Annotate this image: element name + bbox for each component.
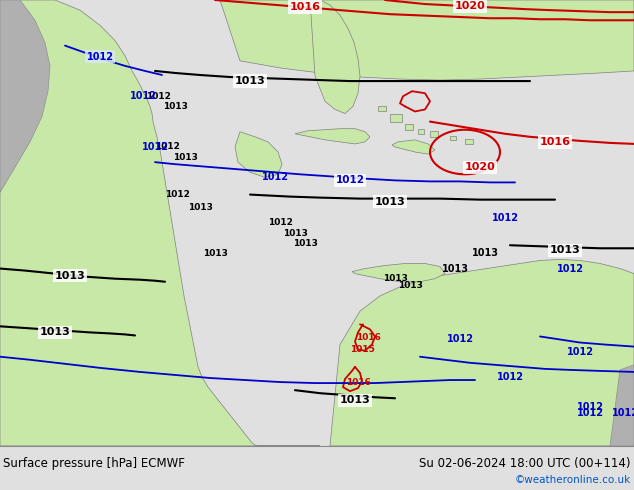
Polygon shape <box>610 365 634 446</box>
Polygon shape <box>390 114 402 122</box>
Text: 1013: 1013 <box>39 327 70 338</box>
Text: 1012: 1012 <box>165 190 190 199</box>
Polygon shape <box>465 139 473 144</box>
Polygon shape <box>450 136 456 140</box>
Polygon shape <box>295 129 370 144</box>
Text: 1012: 1012 <box>496 372 524 382</box>
Text: 1013: 1013 <box>398 281 422 290</box>
Text: 1016: 1016 <box>290 2 321 12</box>
Text: 1012: 1012 <box>491 213 519 223</box>
Polygon shape <box>0 0 320 446</box>
Text: 1013: 1013 <box>382 274 408 283</box>
Text: 1020: 1020 <box>455 1 486 11</box>
Text: 1012: 1012 <box>155 143 179 151</box>
Text: 1012: 1012 <box>261 172 288 182</box>
Polygon shape <box>235 132 282 177</box>
Text: 1012: 1012 <box>86 52 113 62</box>
Text: 1013: 1013 <box>202 249 228 258</box>
Text: 1020: 1020 <box>465 162 495 172</box>
Text: 1013: 1013 <box>55 270 86 281</box>
Polygon shape <box>418 129 424 134</box>
Text: 1013: 1013 <box>550 245 580 255</box>
Text: 1012: 1012 <box>129 91 157 101</box>
Text: 1013: 1013 <box>283 228 307 238</box>
Text: 1013: 1013 <box>375 196 405 207</box>
Text: 1016: 1016 <box>346 378 370 387</box>
Text: 1013: 1013 <box>340 395 370 405</box>
Polygon shape <box>405 123 413 130</box>
Text: 1012: 1012 <box>335 175 365 185</box>
Text: 1012: 1012 <box>576 402 604 413</box>
Text: 1013: 1013 <box>292 239 318 248</box>
Text: 1012: 1012 <box>141 142 169 152</box>
Polygon shape <box>310 0 360 114</box>
Text: ©weatheronline.co.uk: ©weatheronline.co.uk <box>515 475 631 485</box>
Text: 1012: 1012 <box>567 346 593 357</box>
Text: 1016: 1016 <box>356 333 380 342</box>
Polygon shape <box>220 0 634 80</box>
Text: 1013: 1013 <box>162 102 188 111</box>
Polygon shape <box>352 264 445 282</box>
Text: 1012: 1012 <box>557 264 583 273</box>
Text: 1013: 1013 <box>441 264 469 273</box>
Text: Su 02-06-2024 18:00 UTC (00+114): Su 02-06-2024 18:00 UTC (00+114) <box>419 457 631 469</box>
Text: 1012: 1012 <box>576 409 604 418</box>
Text: 1016: 1016 <box>540 137 571 147</box>
Text: 1013: 1013 <box>188 203 212 212</box>
Text: 1012: 1012 <box>268 219 292 227</box>
Polygon shape <box>330 259 634 446</box>
Polygon shape <box>392 140 435 154</box>
Text: 1013: 1013 <box>172 152 197 162</box>
Polygon shape <box>0 0 50 193</box>
Text: Surface pressure [hPa] ECMWF: Surface pressure [hPa] ECMWF <box>3 457 185 469</box>
Text: 1013: 1013 <box>472 248 498 258</box>
Text: 1012: 1012 <box>146 92 171 101</box>
Text: 1012: 1012 <box>612 409 634 418</box>
Text: 1015: 1015 <box>349 345 375 354</box>
Polygon shape <box>378 106 386 112</box>
Polygon shape <box>430 131 438 137</box>
Text: 1012: 1012 <box>446 335 474 344</box>
Text: 1013: 1013 <box>235 76 266 86</box>
